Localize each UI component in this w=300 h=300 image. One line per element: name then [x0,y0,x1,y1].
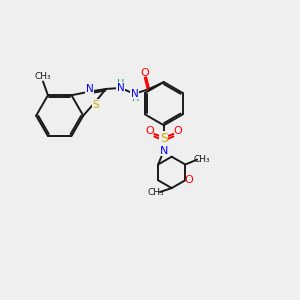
Text: O: O [173,126,182,136]
Text: O: O [146,126,154,136]
Text: CH₃: CH₃ [35,72,51,81]
Text: S: S [92,100,99,110]
Text: O: O [141,68,150,78]
Text: O: O [184,175,193,185]
Text: CH₃: CH₃ [193,155,210,164]
Text: CH₃: CH₃ [147,188,164,196]
Text: N: N [130,89,138,99]
Text: S: S [160,131,168,145]
Text: H: H [132,93,139,103]
Text: N: N [86,84,93,94]
Text: H: H [118,79,125,89]
Text: N: N [117,83,124,93]
Text: N: N [160,146,168,156]
